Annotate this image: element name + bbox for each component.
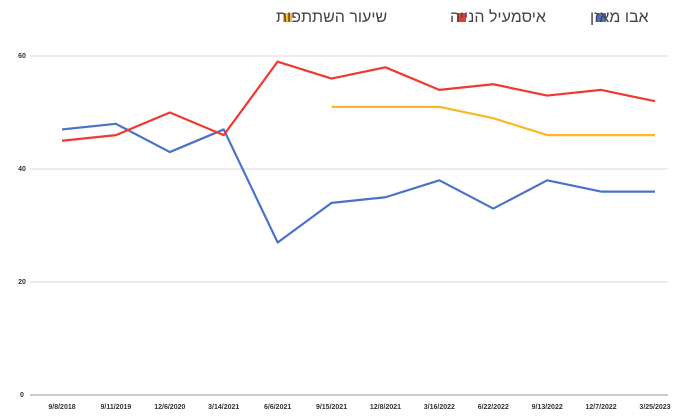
y-tick-label: 20	[18, 279, 26, 286]
y-tick-label: 60	[18, 53, 26, 60]
legend-label: שיעור השתתפות	[276, 9, 387, 26]
y-tick-label: 0	[20, 392, 24, 399]
x-tick-label: 12/6/2020	[154, 404, 185, 411]
y-tick-label: 40	[18, 166, 26, 173]
x-tick-label: 9/15/2021	[316, 404, 347, 411]
x-tick-label: 9/11/2019	[101, 404, 132, 411]
x-tick-label: 6/6/2021	[264, 404, 291, 411]
x-tick-label: 9/8/2018	[48, 404, 75, 411]
x-tick-label: 12/7/2022	[586, 404, 617, 411]
x-tick-label: 3/14/2021	[208, 404, 239, 411]
legend-swatch	[597, 13, 606, 22]
legend-label: אבו מאזן	[590, 9, 649, 26]
series-line	[331, 105, 655, 137]
x-tick-label: 6/22/2022	[478, 404, 509, 411]
legend-swatch	[457, 13, 466, 22]
legend-swatch	[283, 13, 292, 22]
series-line	[61, 60, 656, 142]
x-tick-label: 3/16/2022	[424, 404, 455, 411]
x-tick-label: 9/13/2022	[532, 404, 563, 411]
series-line	[61, 122, 655, 244]
x-tick-label: 12/8/2021	[370, 404, 401, 411]
legend-label: איסמעיל הנייה	[450, 8, 546, 26]
x-tick-label: 3/25/2023	[639, 404, 670, 411]
